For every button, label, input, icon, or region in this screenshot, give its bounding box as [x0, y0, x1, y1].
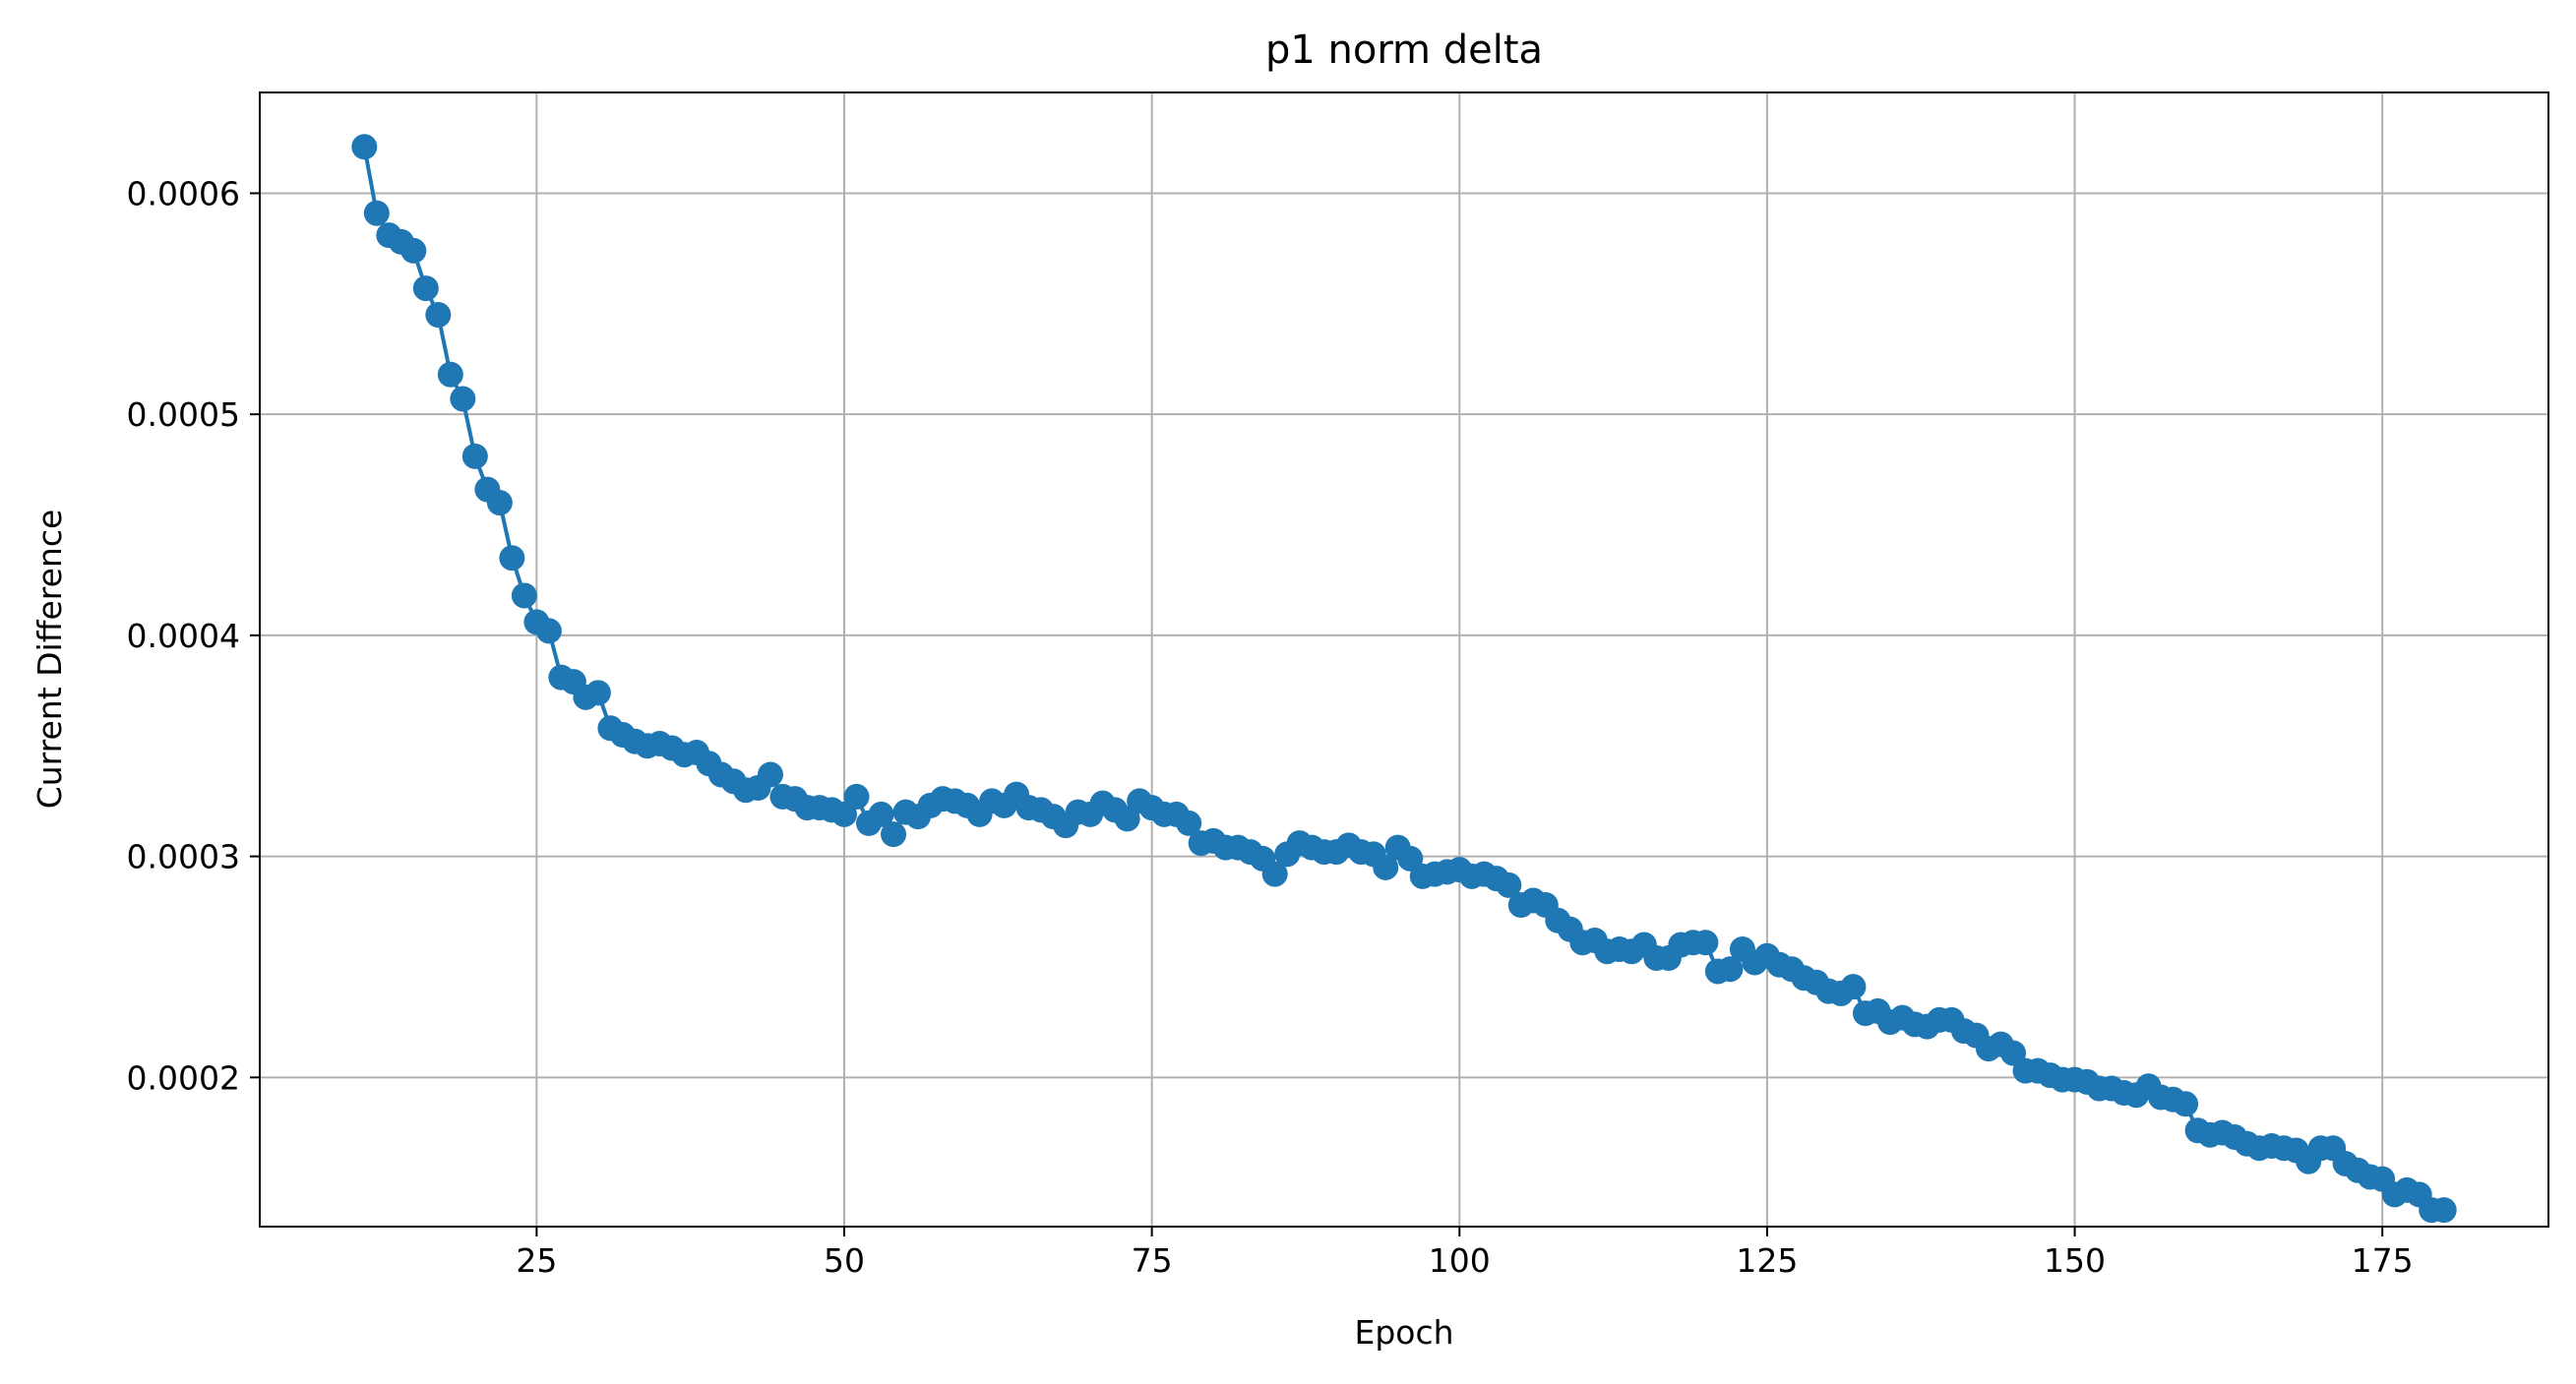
data-point	[400, 237, 427, 264]
data-point	[1373, 854, 1399, 880]
data-point	[535, 618, 562, 644]
y-axis-label: Current Difference	[31, 510, 69, 810]
chart-title: p1 norm delta	[1265, 28, 1543, 73]
y-tick-label: 0.0003	[127, 838, 240, 876]
data-point	[1496, 872, 1522, 898]
data-point	[511, 582, 537, 609]
y-tick-label: 0.0006	[127, 174, 240, 212]
data-point	[1840, 974, 1867, 1000]
data-point	[881, 821, 907, 848]
data-point	[499, 545, 525, 572]
data-point	[450, 386, 476, 412]
x-axis-label: Epoch	[1354, 1313, 1453, 1352]
x-tick-label: 25	[516, 1241, 557, 1280]
y-tick-label: 0.0005	[127, 395, 240, 434]
x-tick-label: 175	[2352, 1241, 2414, 1280]
data-point	[437, 361, 463, 388]
data-point	[2430, 1197, 2457, 1224]
x-tick-label: 125	[1736, 1241, 1798, 1280]
data-point	[2173, 1091, 2199, 1117]
y-tick-label: 0.0004	[127, 617, 240, 655]
data-point	[1261, 861, 1288, 887]
data-point	[1692, 930, 1719, 956]
y-tick-label: 0.0002	[127, 1058, 240, 1097]
data-point	[1717, 956, 1744, 983]
data-point	[584, 680, 611, 706]
axis-ticks: 25 50 75 100 125 150 175 0.0002 0.0003 0.0004 0.00…	[127, 174, 2414, 1280]
x-tick-label: 50	[824, 1241, 865, 1280]
data-series	[351, 134, 2457, 1224]
x-tick-label: 75	[1132, 1241, 1173, 1280]
data-point	[363, 200, 390, 226]
data-point	[425, 302, 452, 329]
data-point	[486, 490, 513, 516]
x-tick-label: 150	[2044, 1241, 2106, 1280]
grid-lines	[260, 92, 2548, 1227]
data-point	[843, 783, 870, 810]
data-point	[461, 443, 488, 469]
data-point	[757, 761, 783, 788]
data-point	[868, 801, 894, 827]
plot-frame	[259, 91, 2549, 1228]
data-point	[351, 134, 378, 160]
x-tick-label: 100	[1429, 1241, 1491, 1280]
data-point	[1176, 810, 1202, 836]
data-point	[412, 275, 439, 302]
